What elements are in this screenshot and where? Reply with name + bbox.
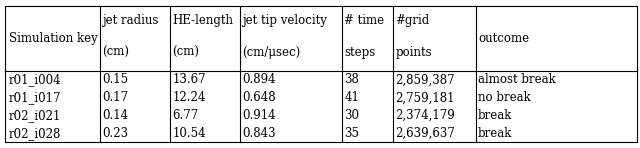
Text: 35: 35 — [344, 127, 359, 140]
Text: 30: 30 — [344, 109, 359, 122]
Text: #grid: #grid — [395, 15, 429, 28]
Text: Simulation key: Simulation key — [9, 32, 98, 45]
Text: steps: steps — [344, 46, 376, 59]
Text: 6.77: 6.77 — [172, 109, 198, 122]
Text: HE-length: HE-length — [172, 15, 233, 28]
Text: r02_i021: r02_i021 — [9, 109, 61, 122]
Text: no break: no break — [478, 91, 531, 104]
Text: (cm): (cm) — [102, 46, 129, 59]
Text: break: break — [478, 127, 513, 140]
Text: 12.24: 12.24 — [172, 91, 205, 104]
Text: 2,759,181: 2,759,181 — [395, 91, 454, 104]
Text: 0.14: 0.14 — [102, 109, 128, 122]
Text: 41: 41 — [344, 91, 359, 104]
Text: 0.17: 0.17 — [102, 91, 128, 104]
Text: 0.843: 0.843 — [243, 127, 276, 140]
Text: 0.914: 0.914 — [243, 109, 276, 122]
Text: 0.23: 0.23 — [102, 127, 128, 140]
Text: (cm): (cm) — [172, 46, 199, 59]
Text: 10.54: 10.54 — [172, 127, 206, 140]
Text: 0.15: 0.15 — [102, 74, 128, 86]
Text: break: break — [478, 109, 513, 122]
Text: 2,374,179: 2,374,179 — [395, 109, 455, 122]
Text: almost break: almost break — [478, 74, 556, 86]
Text: 0.894: 0.894 — [243, 74, 276, 86]
Text: 0.648: 0.648 — [243, 91, 276, 104]
Text: 2,639,637: 2,639,637 — [395, 127, 455, 140]
Text: r01_i004: r01_i004 — [9, 74, 61, 86]
Text: 13.67: 13.67 — [172, 74, 206, 86]
Text: 2,859,387: 2,859,387 — [395, 74, 455, 86]
Text: (cm/μsec): (cm/μsec) — [243, 46, 301, 59]
Text: 38: 38 — [344, 74, 359, 86]
Text: points: points — [395, 46, 432, 59]
Text: jet radius: jet radius — [102, 15, 159, 28]
Text: jet tip velocity: jet tip velocity — [243, 15, 327, 28]
Text: r01_i017: r01_i017 — [9, 91, 61, 104]
Text: r02_i028: r02_i028 — [9, 127, 61, 140]
Text: # time: # time — [344, 15, 385, 28]
Text: outcome: outcome — [478, 32, 529, 45]
